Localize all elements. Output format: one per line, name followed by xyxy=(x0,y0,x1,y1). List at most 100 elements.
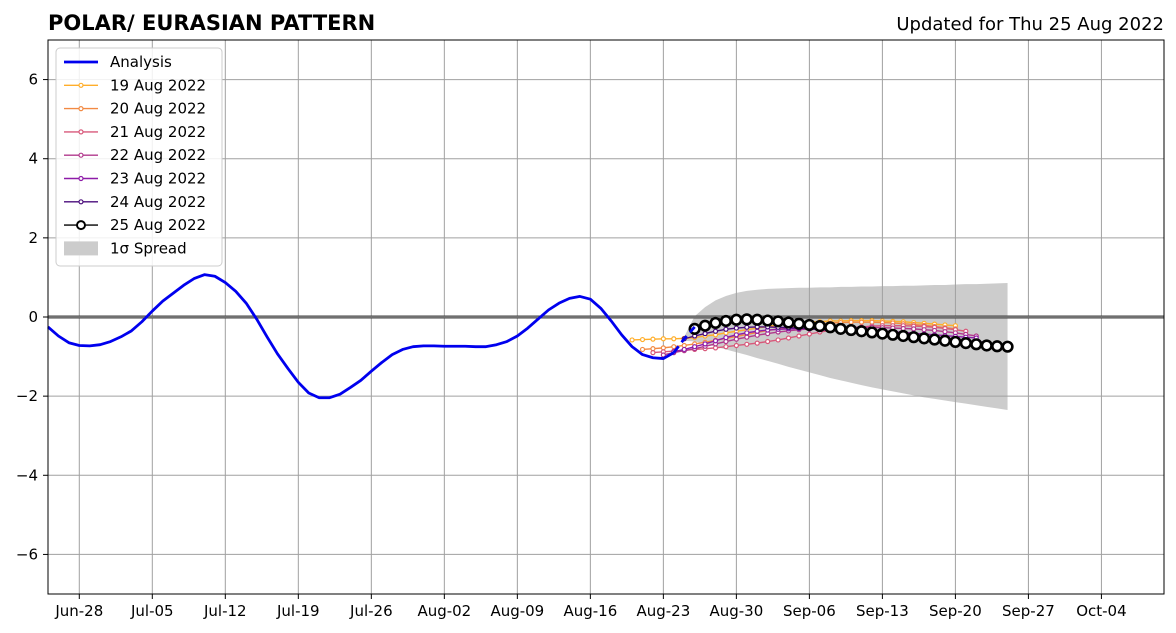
forecast-point xyxy=(991,340,1004,353)
forecast-point xyxy=(834,322,847,335)
forecast-point xyxy=(639,336,646,343)
forecast-point xyxy=(803,318,816,332)
y-tick-label: −6 xyxy=(16,545,38,563)
x-tick-label: Aug-30 xyxy=(709,602,763,620)
forecast-point xyxy=(740,313,753,326)
forecast-point xyxy=(876,327,889,340)
forecast-point xyxy=(1001,340,1014,353)
forecast-point xyxy=(848,319,854,325)
legend-label: Analysis xyxy=(110,53,172,71)
forecast-point xyxy=(744,334,750,340)
x-tick-label: Jul-26 xyxy=(349,602,393,620)
legend-box xyxy=(55,47,223,267)
forecast-point xyxy=(921,327,927,333)
forecast-point xyxy=(751,313,764,326)
forecast-point xyxy=(959,337,972,350)
forecast-point xyxy=(692,344,698,350)
forecast-point xyxy=(845,323,858,337)
forecast-point xyxy=(723,344,729,350)
x-tick-label: Aug-02 xyxy=(417,602,471,620)
forecast-point xyxy=(723,334,729,341)
forecast-point xyxy=(650,336,656,342)
forecast-point xyxy=(771,315,785,328)
forecast-point xyxy=(639,346,646,353)
forecast-point xyxy=(813,320,826,333)
legend-swatch-marker xyxy=(78,105,84,112)
forecast-point xyxy=(928,333,941,346)
forecast-point xyxy=(980,339,993,352)
x-tick-label: Sep-27 xyxy=(1002,602,1055,620)
x-tick-label: Sep-06 xyxy=(783,602,836,620)
forecast-point xyxy=(754,340,760,346)
x-tick-label: Jul-12 xyxy=(203,602,247,620)
axes-layer: 6 4 2 0 −2 −4 −6 Jun-28 Jul-05 Jul-12 Jul-19 Jul-26… xyxy=(16,39,1165,620)
forecast-point xyxy=(660,336,666,342)
forecast-point xyxy=(907,331,920,344)
forecast-point xyxy=(733,342,739,349)
forecast-point xyxy=(765,338,771,345)
legend-swatch-marker xyxy=(78,199,84,205)
forecast-point xyxy=(775,337,781,343)
forecast-point xyxy=(858,319,865,325)
forecast-point xyxy=(918,332,931,345)
x-tick-label: Sep-20 xyxy=(929,602,982,620)
x-tick-label: Jul-19 xyxy=(276,602,320,620)
legend-label: 20 Aug 2022 xyxy=(110,100,206,118)
forecast-point xyxy=(806,331,812,337)
y-tick-label: 2 xyxy=(28,229,38,247)
forecast-point xyxy=(897,329,910,343)
forecast-point xyxy=(754,328,760,334)
legend-swatch-marker xyxy=(78,175,84,182)
forecast-point xyxy=(629,337,635,343)
legend-label: 19 Aug 2022 xyxy=(110,76,206,94)
y-tick-label: 0 xyxy=(28,308,38,326)
legend-label: 1σ Spread xyxy=(110,239,187,257)
x-tick-label: Jul-05 xyxy=(130,602,174,620)
forecast-point xyxy=(911,326,917,332)
forecast-point xyxy=(855,325,868,338)
forecast-point xyxy=(796,333,802,339)
forecast-point xyxy=(650,350,656,356)
forecast-point xyxy=(938,334,952,347)
legend-label: 23 Aug 2022 xyxy=(110,170,206,188)
chart-title: POLAR/ EURASIAN PATTERN xyxy=(48,11,375,35)
forecast-point xyxy=(698,319,712,332)
forecast-point xyxy=(733,336,739,342)
legend-label: 25 Aug 2022 xyxy=(110,216,206,234)
y-tick-label: 6 xyxy=(28,71,38,89)
forecast-point xyxy=(712,328,719,334)
forecast-point xyxy=(702,331,708,337)
x-tick-label: Sep-13 xyxy=(856,602,909,620)
forecast-point xyxy=(782,316,795,329)
x-tick-label: Jun-28 xyxy=(54,602,103,620)
forecast-point xyxy=(744,341,750,347)
legend-label: 21 Aug 2022 xyxy=(110,123,206,141)
forecast-point xyxy=(730,313,743,326)
analysis-dashed-line xyxy=(672,325,696,354)
spread-layer xyxy=(684,282,1008,410)
chart-subtitle: Updated for Thu 25 Aug 2022 xyxy=(896,14,1164,35)
forecast-point xyxy=(733,332,739,338)
spread-band xyxy=(684,282,1008,410)
x-tick-label: Aug-16 xyxy=(563,602,617,620)
y-tick-label: −2 xyxy=(16,387,38,405)
forecast-point xyxy=(824,321,837,334)
forecast-point xyxy=(681,346,687,353)
forecast-point xyxy=(712,338,719,344)
forecast-point xyxy=(761,314,774,327)
legend-label: 24 Aug 2022 xyxy=(110,193,206,211)
legend-swatch-marker xyxy=(78,152,84,158)
legend-swatch-marker xyxy=(78,129,84,135)
x-tick-label: Aug-09 xyxy=(490,602,544,620)
forecast-point xyxy=(792,317,806,330)
forecast-point xyxy=(865,326,879,339)
forecast-point xyxy=(785,335,792,341)
forecast-point xyxy=(723,326,729,332)
series-layer xyxy=(47,273,1014,400)
forecast-point xyxy=(709,316,722,330)
legend: Analysis 19 Aug 2022 20 Aug 2022 21 Aug 202… xyxy=(55,47,223,267)
forecast-point xyxy=(719,314,733,328)
y-tick-label: 4 xyxy=(28,150,38,168)
forecast-point xyxy=(970,338,983,351)
